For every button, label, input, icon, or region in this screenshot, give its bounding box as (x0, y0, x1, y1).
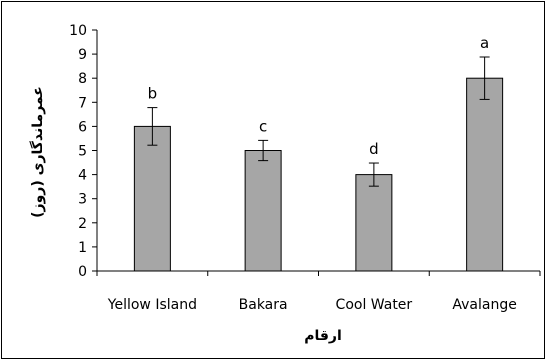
y-tick-label-1: 1 (78, 240, 87, 256)
bar-1 (244, 150, 282, 272)
y-tick-label-0: 0 (78, 264, 87, 280)
significance-letter-0: b (148, 85, 158, 103)
axes-layer (92, 29, 541, 276)
y-tick-label-5: 5 (78, 144, 87, 160)
category-label-0: Yellow Island (107, 297, 197, 313)
bar-0 (133, 125, 171, 272)
y-axis-title: عمرماندگاری (روز) (29, 86, 46, 218)
category-label-2: Cool Water (336, 297, 413, 313)
significance-letter-2: d (369, 140, 379, 158)
y-tick-label-6: 6 (78, 119, 87, 135)
bar-2 (355, 174, 393, 272)
labels-layer: b Yellow Island c Bakara d Cool Water a Avalang… (69, 23, 517, 313)
significance-letter-3: a (480, 34, 489, 52)
category-label-3: Avalange (452, 297, 516, 313)
y-tick-label-10: 10 (69, 23, 87, 39)
y-tick-label-4: 4 (78, 168, 87, 184)
bar-3 (466, 77, 504, 272)
category-label-1: Bakara (239, 297, 288, 313)
significance-letter-1: c (259, 117, 267, 135)
x-axis-title: ارقام (304, 328, 342, 344)
y-tick-label-7: 7 (78, 95, 87, 111)
y-tick-label-3: 3 (78, 192, 87, 208)
y-tick-label-9: 9 (78, 47, 87, 63)
y-tick-label-8: 8 (78, 71, 87, 87)
bars-layer (133, 56, 504, 272)
y-tick-label-2: 2 (78, 216, 87, 232)
